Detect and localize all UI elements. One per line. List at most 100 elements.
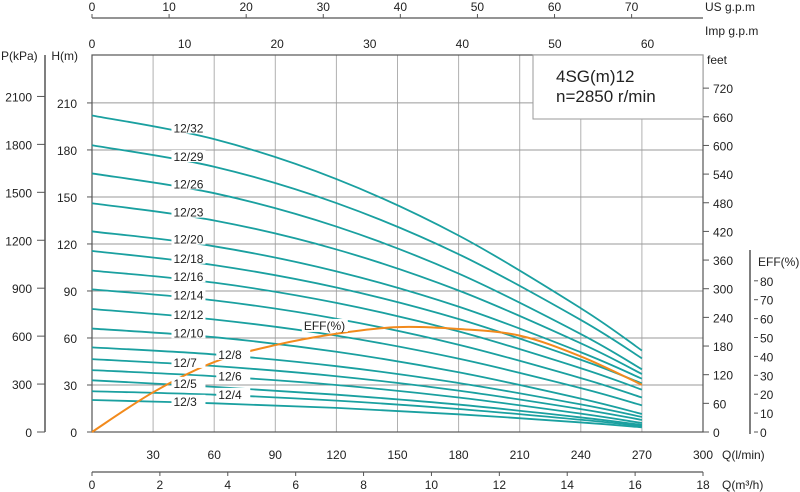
head-curve-12-4 bbox=[91, 390, 642, 427]
y-tick-feet: 600 bbox=[713, 139, 733, 153]
x-tick-usgpm: 30 bbox=[317, 0, 331, 14]
y-tick-eff: 80 bbox=[760, 275, 774, 289]
y-axis-label-feet: feet bbox=[707, 53, 728, 67]
efficiency-curve-label: EFF(%) bbox=[304, 319, 345, 333]
x-tick-lmin: 150 bbox=[387, 448, 407, 462]
y-tick-head: 120 bbox=[57, 238, 77, 252]
curve-label-bg bbox=[171, 376, 206, 389]
curve-label: 12/10 bbox=[173, 326, 203, 340]
curve-label-bg bbox=[171, 232, 206, 245]
y-tick-feet: 540 bbox=[713, 168, 733, 182]
curve-label-bg bbox=[171, 150, 206, 163]
y-axis-label-head: H(m) bbox=[51, 49, 78, 63]
curve-label: 12/12 bbox=[173, 308, 203, 322]
x-tick-lmin: 270 bbox=[632, 448, 652, 462]
eff-label-bg bbox=[301, 318, 348, 332]
x-tick-usgpm: 0 bbox=[89, 0, 96, 14]
legend-box bbox=[532, 54, 704, 120]
y-tick-eff: 60 bbox=[760, 313, 774, 327]
curve-label-bg bbox=[216, 347, 251, 360]
x-tick-usgpm: 50 bbox=[471, 0, 485, 14]
y-axis-label-pressure: P(kPa) bbox=[1, 49, 38, 63]
x-tick-impgpm: 40 bbox=[456, 37, 470, 51]
y-tick-eff: 20 bbox=[760, 388, 774, 402]
curve-label-bg bbox=[171, 307, 206, 320]
x-tick-m3h: 0 bbox=[89, 478, 96, 492]
curve-label: 12/32 bbox=[173, 121, 203, 135]
y-tick-feet: 660 bbox=[713, 111, 733, 125]
y-tick-pressure: 300 bbox=[12, 378, 32, 392]
x-tick-lmin: 210 bbox=[510, 448, 530, 462]
curve-label: 12/7 bbox=[173, 356, 197, 370]
head-curve-12-8 bbox=[91, 346, 643, 418]
x-axis-label-usgpm: US g.p.m bbox=[705, 0, 755, 14]
y-tick-head: 60 bbox=[64, 332, 78, 346]
y-tick-feet: 420 bbox=[713, 225, 733, 239]
x-tick-m3h: 8 bbox=[360, 478, 367, 492]
curve-label: 12/8 bbox=[218, 348, 242, 362]
curve-label: 12/3 bbox=[173, 395, 197, 409]
y-tick-feet: 120 bbox=[713, 369, 733, 383]
curve-label-bg bbox=[216, 387, 251, 400]
y-tick-pressure: 0 bbox=[25, 426, 32, 440]
y-tick-feet: 360 bbox=[713, 254, 733, 268]
y-tick-head: 210 bbox=[57, 97, 77, 111]
curve-label-bg bbox=[171, 270, 206, 283]
x-tick-impgpm: 0 bbox=[89, 37, 96, 51]
y-tick-pressure: 1200 bbox=[5, 234, 32, 248]
y-tick-pressure: 900 bbox=[12, 282, 32, 296]
x-tick-impgpm: 50 bbox=[548, 37, 562, 51]
y-tick-feet: 180 bbox=[713, 340, 733, 354]
y-tick-pressure: 1500 bbox=[5, 186, 32, 200]
legend-model: 4SG(m)12 bbox=[556, 67, 634, 86]
head-curve-12-6 bbox=[91, 369, 643, 424]
x-tick-lmin: 300 bbox=[693, 448, 713, 462]
x-tick-lmin: 90 bbox=[269, 448, 283, 462]
x-tick-m3h: 10 bbox=[425, 478, 439, 492]
y-tick-feet: 60 bbox=[713, 397, 727, 411]
curve-label: 12/14 bbox=[173, 288, 203, 302]
y-tick-feet: 480 bbox=[713, 197, 733, 211]
head-curve-12-32 bbox=[91, 114, 643, 352]
x-tick-lmin: 60 bbox=[208, 448, 222, 462]
y-tick-eff: 40 bbox=[760, 350, 774, 364]
curve-label-bg bbox=[171, 177, 206, 190]
curve-label: 12/23 bbox=[173, 206, 203, 220]
x-tick-impgpm: 10 bbox=[178, 37, 192, 51]
curve-label: 12/20 bbox=[173, 233, 203, 247]
x-tick-usgpm: 10 bbox=[162, 0, 176, 14]
y-tick-eff: 50 bbox=[760, 332, 774, 346]
curve-label-bg bbox=[171, 326, 206, 339]
x-tick-impgpm: 20 bbox=[270, 37, 284, 51]
x-tick-lmin: 30 bbox=[146, 448, 160, 462]
curve-label-bg bbox=[171, 288, 206, 301]
y-axis-label-eff: EFF(%) bbox=[758, 255, 799, 269]
y-tick-feet: 720 bbox=[713, 82, 733, 96]
y-tick-head: 180 bbox=[57, 144, 77, 158]
x-tick-m3h: 14 bbox=[561, 478, 575, 492]
curve-label: 12/18 bbox=[173, 252, 203, 266]
x-tick-usgpm: 70 bbox=[625, 0, 639, 14]
x-tick-m3h: 16 bbox=[628, 478, 642, 492]
curve-label: 12/16 bbox=[173, 270, 203, 284]
x-tick-impgpm: 60 bbox=[641, 37, 655, 51]
legend-speed: n=2850 r/min bbox=[556, 87, 656, 106]
y-tick-pressure: 600 bbox=[12, 330, 32, 344]
x-tick-impgpm: 30 bbox=[363, 37, 377, 51]
curve-label: 12/6 bbox=[218, 370, 242, 384]
curve-label-bg bbox=[171, 355, 206, 368]
y-tick-pressure: 2100 bbox=[5, 90, 32, 104]
y-tick-eff: 10 bbox=[760, 407, 774, 421]
x-tick-usgpm: 40 bbox=[394, 0, 408, 14]
curve-label-bg bbox=[171, 205, 206, 218]
y-tick-eff: 30 bbox=[760, 369, 774, 383]
curve-label-bg bbox=[216, 369, 251, 382]
y-tick-feet: 300 bbox=[713, 283, 733, 297]
x-axis-label-lmin: Q(l/min) bbox=[722, 448, 765, 462]
x-tick-m3h: 4 bbox=[224, 478, 231, 492]
x-tick-lmin: 240 bbox=[571, 448, 591, 462]
curve-label-bg bbox=[171, 394, 206, 407]
y-tick-pressure: 1800 bbox=[5, 138, 32, 152]
x-tick-lmin: 120 bbox=[326, 448, 346, 462]
